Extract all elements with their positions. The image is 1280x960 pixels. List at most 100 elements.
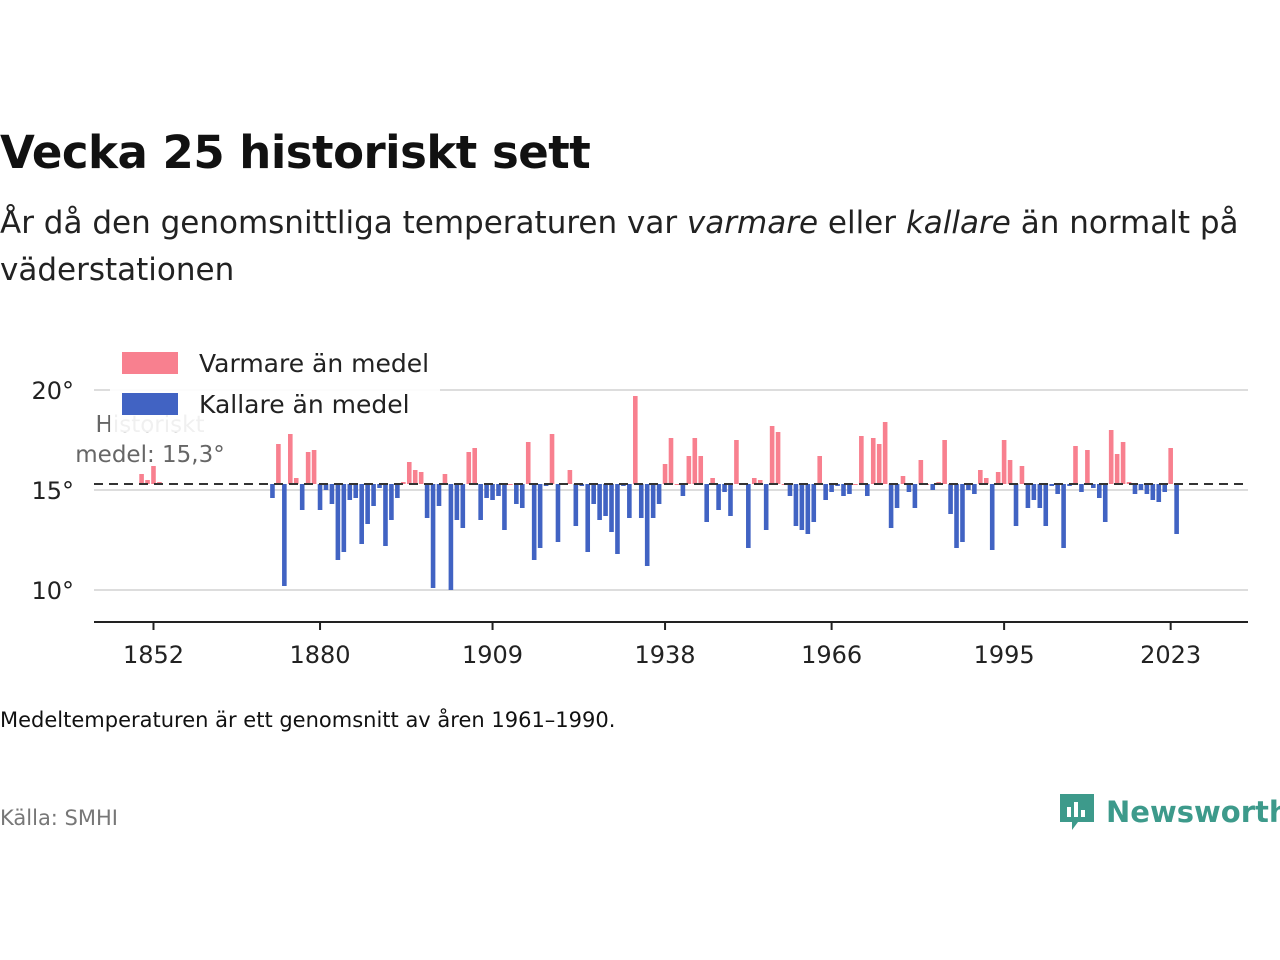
- bar: [763, 484, 769, 530]
- y-tick-label: 10°: [31, 577, 74, 605]
- bar: [966, 484, 971, 490]
- bar: [1150, 484, 1156, 500]
- bar: [811, 484, 817, 522]
- bar: [1162, 484, 1168, 492]
- bar: [508, 484, 513, 485]
- bar: [299, 484, 305, 510]
- bar: [1049, 484, 1055, 486]
- subtitle-part-1: År då den genomsnittliga temperaturen va…: [0, 205, 687, 241]
- bar: [549, 434, 555, 484]
- bar: [912, 484, 918, 508]
- bar: [1085, 450, 1090, 484]
- x-axis-ticks: 1852 1880 1909 1938 1966 1995 2023: [123, 622, 1201, 669]
- legend-label-cold: Kallare än medel: [199, 390, 410, 419]
- bar: [746, 484, 751, 548]
- bar: [448, 484, 454, 590]
- bar: [490, 484, 495, 500]
- bar: [371, 484, 376, 506]
- bar: [1061, 484, 1066, 548]
- legend-label-warm: Varmare än medel: [199, 349, 429, 378]
- bar: [585, 484, 591, 552]
- bar: [972, 484, 977, 494]
- bar: [293, 478, 299, 484]
- x-tick-label: 1909: [462, 641, 523, 669]
- bar: [335, 484, 341, 560]
- x-tick-label: 1995: [974, 641, 1035, 669]
- bar: [680, 484, 686, 496]
- bar: [983, 478, 989, 484]
- bar: [1132, 484, 1138, 494]
- bar: [317, 484, 323, 510]
- bar: [615, 484, 620, 554]
- bar: [799, 484, 805, 530]
- y-axis-ticks: 10° 15° 20°: [31, 377, 74, 605]
- bar: [870, 438, 876, 484]
- bar: [359, 484, 364, 544]
- bar: [686, 456, 692, 484]
- bar: [430, 484, 436, 588]
- bar: [668, 438, 674, 484]
- bar: [1168, 448, 1173, 484]
- bar: [1144, 484, 1150, 494]
- bar: [787, 484, 793, 496]
- bar: [817, 456, 823, 484]
- bar: [829, 484, 834, 492]
- bar: [145, 480, 150, 484]
- x-tick-label: 1966: [801, 641, 862, 669]
- bar: [1001, 440, 1007, 484]
- bar: [1174, 484, 1179, 534]
- bar: [365, 484, 370, 524]
- chart-title: Vecka 25 historiskt sett: [0, 126, 591, 179]
- bar: [793, 484, 799, 526]
- bar: [656, 484, 662, 504]
- bar: [1102, 484, 1108, 522]
- bar: [633, 396, 638, 484]
- bar: [918, 460, 924, 484]
- bar: [442, 474, 448, 484]
- bar: [757, 480, 763, 484]
- bar: [710, 478, 715, 484]
- x-tick-label: 1852: [123, 641, 184, 669]
- bars: [139, 396, 1179, 590]
- bar: [151, 466, 156, 484]
- bar: [424, 484, 430, 518]
- bar: [1043, 484, 1049, 526]
- bar: [1096, 484, 1102, 498]
- bar: [888, 484, 894, 528]
- bar: [704, 484, 709, 522]
- bar: [1007, 460, 1013, 484]
- bar: [1138, 484, 1144, 490]
- bar: [537, 484, 543, 548]
- bar: [716, 484, 721, 510]
- bar: [555, 484, 561, 542]
- x-tick-label: 1880: [290, 641, 351, 669]
- bar: [341, 484, 347, 552]
- bar: [734, 440, 739, 484]
- bar: [769, 426, 775, 484]
- bar: [502, 484, 507, 530]
- bar: [882, 422, 888, 484]
- bar: [270, 484, 275, 498]
- bar: [406, 462, 412, 484]
- bar: [853, 484, 858, 485]
- bar: [591, 484, 596, 504]
- bar: [1114, 454, 1120, 484]
- bar: [823, 484, 828, 500]
- bar: [859, 436, 864, 484]
- bar: [1079, 484, 1084, 492]
- bar: [728, 484, 733, 516]
- bar: [978, 470, 983, 484]
- bar: [1156, 484, 1162, 502]
- y-tick-label: 15°: [31, 477, 74, 505]
- bar: [323, 484, 329, 490]
- bar: [627, 484, 632, 518]
- x-tick-label: 2023: [1140, 641, 1201, 669]
- bar: [531, 484, 537, 560]
- bar: [282, 484, 287, 586]
- bar: [484, 484, 489, 498]
- bar: [900, 476, 906, 484]
- newsworthy-logo[interactable]: Newsworthy: [1058, 790, 1280, 834]
- bar: [347, 484, 353, 500]
- bar: [805, 484, 811, 534]
- bar: [942, 440, 947, 484]
